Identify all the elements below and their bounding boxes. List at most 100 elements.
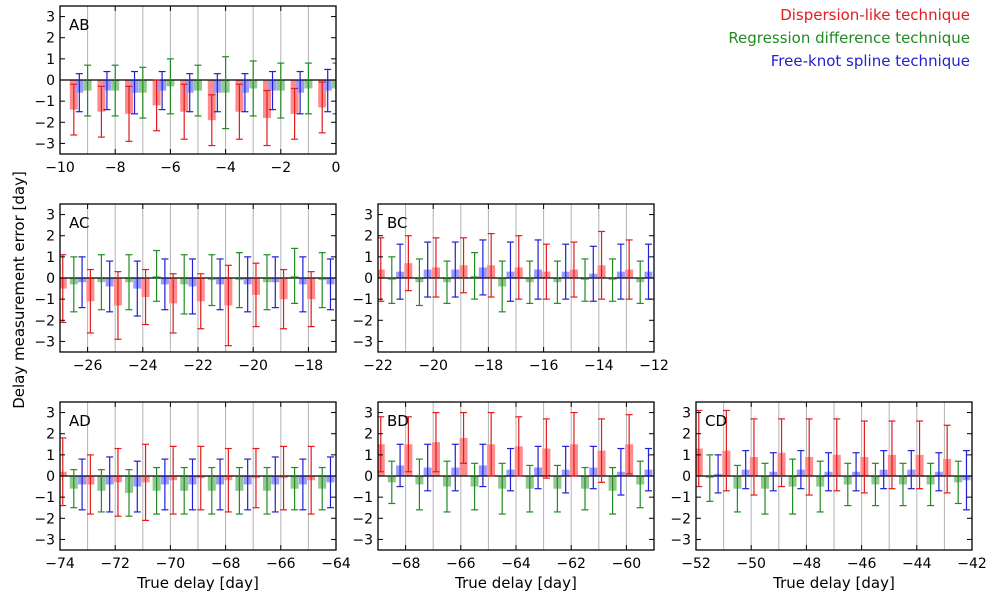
errorbar-spline (534, 445, 542, 490)
panel-title: AD (69, 412, 91, 430)
errorbar-regression (277, 62, 285, 119)
panel-ac: −3 −2 −1 0 1 2 3 −26 −24 −22 −20 −18 AC (34, 203, 337, 374)
errorbar-spline (188, 458, 196, 511)
errorbar-spline (562, 243, 570, 300)
errorbar-regression (636, 460, 644, 509)
x-tick-label: −12 (639, 358, 669, 374)
errorbar-regression (153, 466, 161, 515)
y-tick-label: 1 (46, 448, 55, 464)
y-tick-label: 2 (364, 427, 373, 443)
errorbar-regression (125, 469, 133, 517)
y-tick-label: 1 (364, 250, 373, 266)
bar-dispersion (378, 444, 385, 476)
errorbar-dispersion (142, 443, 150, 522)
errorbar-spline (617, 243, 625, 300)
x-tick-label: −14 (584, 358, 614, 374)
errorbar-spline (271, 456, 279, 513)
x-tick-label: −74 (45, 556, 75, 572)
errorbar-spline (133, 460, 141, 513)
errorbar-regression (97, 254, 105, 311)
panel-title: AB (69, 16, 90, 34)
y-tick-label: 0 (682, 469, 691, 485)
bar-dispersion (60, 471, 67, 476)
errorbar-dispersion (86, 268, 94, 334)
errorbar-spline (75, 73, 83, 113)
errorbar-spline (296, 70, 304, 115)
errorbar-spline (506, 241, 514, 302)
errorbar-regression (954, 460, 962, 505)
y-tick-label: 1 (682, 448, 691, 464)
y-tick-label: −1 (670, 490, 691, 506)
errorbar-regression (636, 260, 644, 304)
errorbar-dispersion (153, 79, 161, 132)
errorbar-dispersion (280, 268, 288, 330)
errorbar-dispersion (487, 411, 495, 477)
x-tick-label: −50 (736, 556, 766, 572)
errorbar-regression (471, 252, 479, 300)
errorbar-regression (816, 460, 824, 513)
y-tick-label: −3 (352, 334, 373, 350)
errorbar-regression (70, 469, 78, 509)
errorbar-spline (644, 447, 652, 492)
errorbar-spline (769, 452, 777, 492)
errorbar-regression (789, 458, 797, 515)
panel-title: BD (387, 412, 409, 430)
errorbar-regression (609, 258, 617, 302)
x-tick-label: −66 (266, 556, 296, 572)
errorbar-regression (263, 466, 271, 515)
bar-dispersion (696, 448, 703, 476)
legend-regression: Regression difference technique (728, 29, 970, 47)
x-tick-label: −60 (612, 556, 642, 572)
panel-title: CD (705, 412, 727, 430)
y-tick-label: 3 (364, 406, 373, 422)
errorbar-regression (139, 66, 147, 119)
panel-bd: −3 −2 −1 0 1 2 3 −68 −66 −64 −62 −60 BD True delay [d… (352, 401, 655, 592)
y-tick-label: 2 (46, 427, 55, 443)
x-tick-label: −26 (73, 358, 103, 374)
errorbar-dispersion (263, 89, 271, 147)
x-tick-label: −66 (446, 556, 476, 572)
errorbar-spline (797, 450, 805, 490)
errorbar-regression (871, 462, 879, 507)
errorbar-dispersion (280, 445, 288, 511)
y-tick-label: −1 (34, 490, 55, 506)
plot-area (696, 402, 972, 550)
errorbar-spline (326, 456, 334, 509)
errorbar-spline (479, 239, 487, 296)
errorbar-dispersion (197, 273, 205, 330)
errorbar-dispersion (307, 271, 315, 328)
errorbar-spline (106, 260, 114, 313)
errorbar-regression (180, 466, 188, 515)
errorbar-dispersion (125, 85, 133, 142)
x-axis-label: True delay [day] (136, 574, 259, 592)
x-tick-label: −6 (160, 160, 181, 176)
errorbar-dispersion (224, 447, 232, 513)
errorbar-regression (249, 60, 257, 117)
errorbar-dispersion (235, 83, 243, 140)
plot-area (60, 6, 336, 154)
errorbar-dispersion (750, 418, 758, 496)
errorbar-spline (451, 241, 459, 298)
plot-area (60, 402, 336, 550)
errorbar-spline (188, 258, 196, 315)
errorbar-spline (326, 258, 334, 311)
y-tick-label: 3 (46, 10, 55, 26)
errorbar-regression (235, 252, 243, 309)
x-tick-label: −44 (902, 556, 932, 572)
errorbar-spline (324, 68, 332, 113)
panel-title: AC (69, 214, 89, 232)
errorbar-dispersion (404, 235, 412, 292)
errorbar-spline (271, 256, 279, 309)
errorbar-dispersion (916, 420, 924, 490)
errorbar-spline (78, 458, 86, 511)
x-tick-label: −52 (681, 556, 711, 572)
errorbar-dispersion (318, 81, 326, 134)
errorbar-regression (899, 462, 907, 507)
errorbar-dispersion (142, 268, 150, 326)
errorbar-dispersion (833, 418, 841, 492)
y-tick-label: 0 (364, 271, 373, 287)
errorbar-dispersion (208, 94, 216, 147)
errorbar-spline (186, 73, 194, 113)
errorbar-regression (526, 260, 534, 304)
errorbar-regression (553, 260, 561, 304)
